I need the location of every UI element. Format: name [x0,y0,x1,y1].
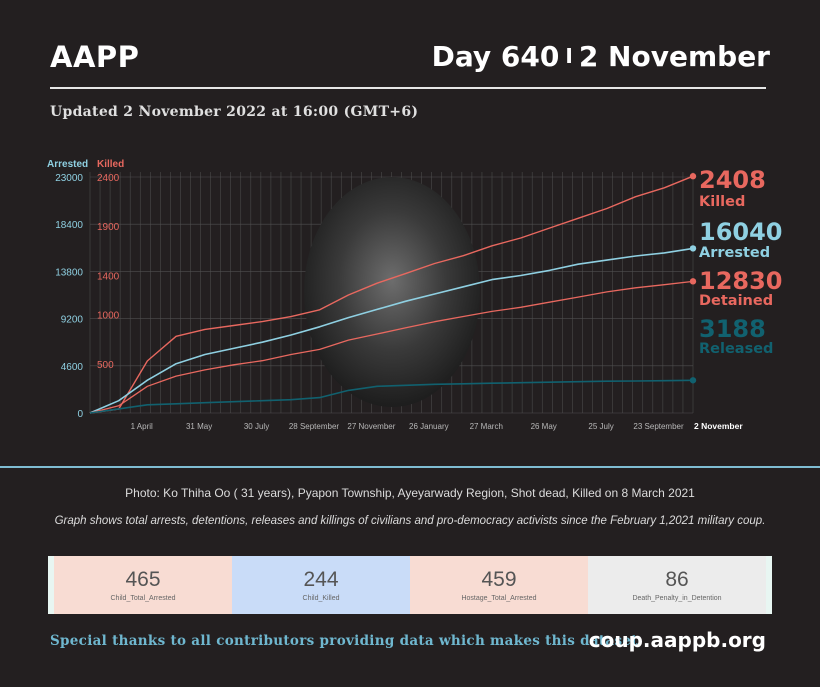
x-tick-label: 27 November [347,422,395,431]
arrested-line [89,247,694,414]
stat-child-killed: 244 Child_Killed [232,556,410,614]
x-tick-label: 23 September [633,422,684,431]
x-tick-label: 27 March [470,422,503,431]
cumulative-chart: 23000 18400 13800 9200 4600 0 2400 1900 1400 1000… [47,159,783,431]
title-separator: I [565,44,573,68]
arrested-end-point [689,245,697,252]
released-line [89,379,694,414]
stats-bar: 465 Child_Total_Arrested 244 Child_Kille… [48,556,772,614]
header-rule [50,87,766,89]
x-tick-label: 30 July [244,422,269,431]
detained-name: Detained [699,293,773,309]
detained-total: 12830 [699,267,783,295]
released-end-point [689,377,697,384]
arrested-tick-label: 9200 [61,315,84,326]
current-date: 2 November [578,40,770,73]
killed-axis-label: Killed [97,159,124,170]
series-layer [89,173,697,414]
chart-caption: Graph shows total arrests, detentions, r… [54,515,766,527]
stat-value: 459 [481,568,517,591]
arrested-tick-label: 23000 [55,173,83,184]
killed-tick-label: 1900 [97,222,120,233]
killed-tick-label: 1400 [97,271,120,282]
brand-title: AAPP [50,40,140,74]
arrested-tick-label: 0 [77,409,83,420]
arrested-tick-label: 18400 [55,220,83,231]
stat-death-penalty: 86 Death_Penalty_in_Detention [588,556,766,614]
x-tick-label: 1 April [131,422,153,431]
x-tick-label: 26 January [409,422,449,431]
killed-tick-label: 2400 [97,173,120,184]
updated-timestamp: Updated 2 November 2022 at 16:00 (GMT+6) [50,104,419,120]
killed-tick-label: 1000 [97,311,120,322]
x-tick-label: 26 May [531,422,557,431]
day-date-title: Day 640 I 2 November [432,40,770,73]
stat-value: 244 [303,568,339,591]
footer-thanks: Special thanks to all contributors provi… [50,633,643,649]
stat-child-total-arrested: 465 Child_Total_Arrested [54,556,232,614]
arrested-total: 16040 [699,218,783,246]
arrested-name: Arrested [699,245,770,261]
axes-layer: 23000 18400 13800 9200 4600 0 2400 1900 1400 1000… [47,159,743,431]
day-counter: Day 640 [431,40,560,73]
released-total: 3188 [699,315,766,343]
arrested-tick-label: 4600 [61,362,84,373]
victim-photo [304,177,480,407]
stat-hostage-total-arrested: 459 Hostage_Total_Arrested [410,556,588,614]
stat-value: 465 [125,568,161,591]
released-name: Released [699,341,773,357]
killed-line [89,175,694,414]
stat-value: 86 [665,568,689,591]
stat-label: Child_Total_Arrested [110,595,176,602]
killed-name: Killed [699,194,745,210]
x-tick-label: 31 May [186,422,212,431]
stat-label: Child_Killed [302,595,340,602]
stat-label: Hostage_Total_Arrested [461,595,537,602]
killed-tick-label: 500 [97,360,114,371]
arrested-tick-label: 13800 [55,267,83,278]
stat-label: Death_Penalty_in_Detention [632,595,722,602]
killed-end-point [689,173,697,180]
killed-total: 2408 [699,166,766,194]
x-tick-label: 25 July [588,422,613,431]
section-divider [0,466,820,468]
detained-line [89,280,694,414]
x-tick-label: 2 November [694,421,743,431]
website-link[interactable]: coup.aappb.org [588,628,766,652]
arrested-axis-label: Arrested [47,159,88,170]
detained-end-point [689,278,697,285]
x-tick-label: 28 September [289,422,340,431]
photo-credit: Photo: Ko Thiha Oo ( 31 years), Pyapon T… [125,486,695,500]
